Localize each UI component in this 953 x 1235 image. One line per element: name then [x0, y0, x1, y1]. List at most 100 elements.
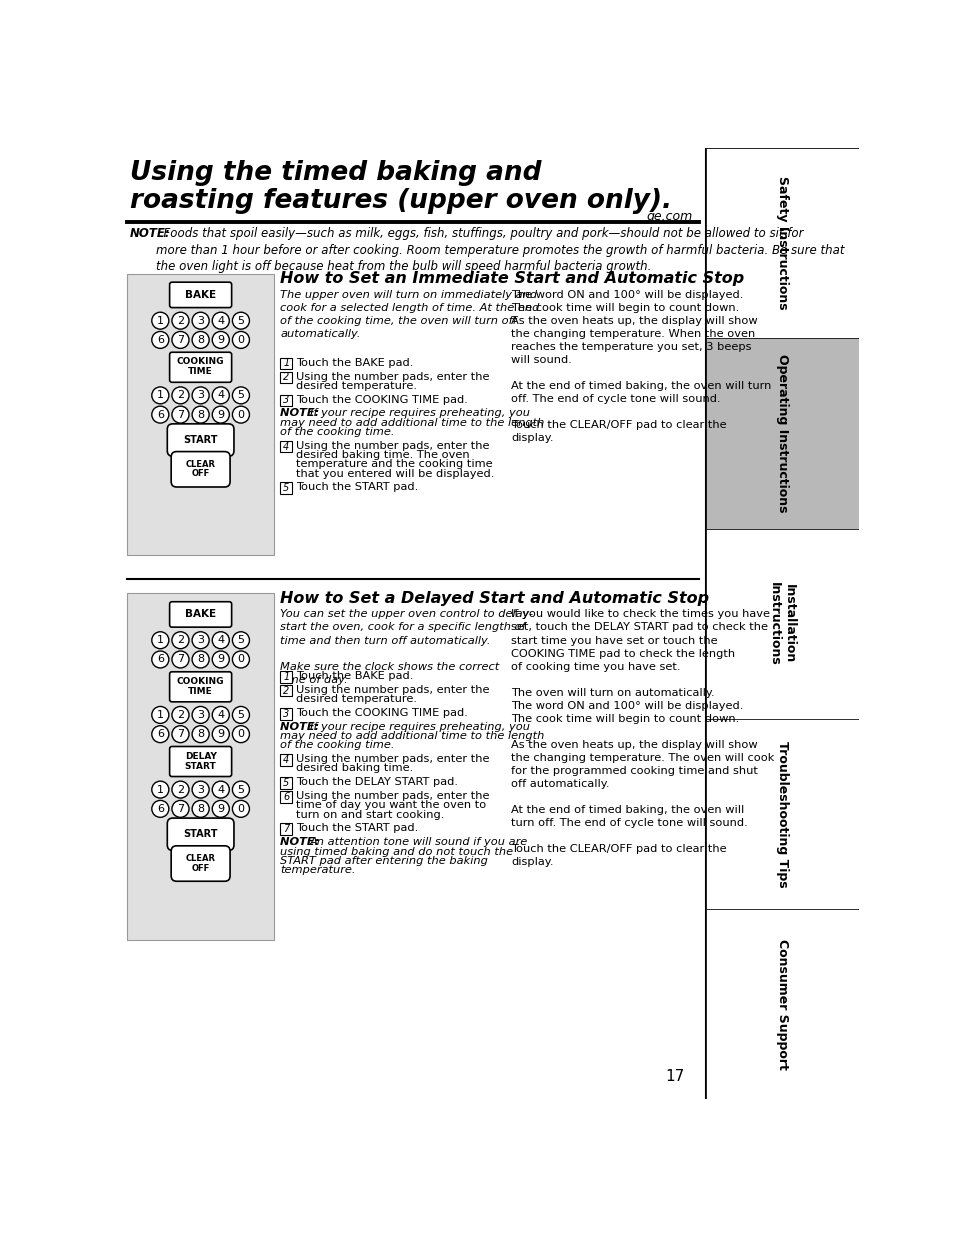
Text: 4: 4 — [217, 784, 224, 794]
Circle shape — [192, 800, 209, 818]
Text: may need to add additional time to the length: may need to add additional time to the l… — [280, 417, 544, 427]
FancyBboxPatch shape — [170, 672, 232, 701]
Circle shape — [152, 782, 169, 798]
Text: 2: 2 — [283, 685, 289, 695]
Bar — [705, 148, 858, 338]
Text: NOTE:: NOTE: — [280, 721, 323, 732]
Text: Touch the BAKE pad.: Touch the BAKE pad. — [295, 358, 413, 368]
Circle shape — [192, 782, 209, 798]
Text: 0: 0 — [237, 335, 244, 345]
FancyBboxPatch shape — [170, 601, 232, 627]
Text: You can set the upper oven control to delay-
start the oven, cook for a specific: You can set the upper oven control to de… — [280, 609, 533, 684]
Text: 2: 2 — [176, 316, 184, 326]
Text: NOTE:: NOTE: — [130, 227, 171, 240]
Circle shape — [212, 331, 229, 348]
Text: 9: 9 — [217, 410, 224, 420]
Text: Installation
Instructions: Installation Instructions — [767, 582, 796, 666]
Text: If your recipe requires preheating, you: If your recipe requires preheating, you — [310, 409, 529, 419]
Text: 1: 1 — [156, 784, 164, 794]
FancyBboxPatch shape — [171, 452, 230, 487]
Text: Using the number pads, enter the: Using the number pads, enter the — [295, 372, 489, 382]
Circle shape — [233, 782, 249, 798]
Text: 0: 0 — [237, 410, 244, 420]
Text: If you would like to check the times you have
set, touch the DELAY START pad to : If you would like to check the times you… — [511, 609, 774, 867]
Text: time of day you want the oven to: time of day you want the oven to — [295, 800, 486, 810]
Text: TIME: TIME — [188, 367, 213, 377]
Bar — [280, 708, 292, 720]
Circle shape — [192, 651, 209, 668]
Circle shape — [212, 387, 229, 404]
Text: 6: 6 — [156, 804, 164, 814]
Text: 3: 3 — [283, 395, 289, 405]
Text: 4: 4 — [217, 316, 224, 326]
Circle shape — [192, 726, 209, 742]
Bar — [705, 338, 858, 529]
Circle shape — [152, 651, 169, 668]
Text: 4: 4 — [217, 710, 224, 720]
Text: using timed baking and do not touch the: using timed baking and do not touch the — [280, 846, 513, 857]
FancyBboxPatch shape — [170, 352, 232, 383]
Text: 8: 8 — [197, 655, 204, 664]
Circle shape — [192, 331, 209, 348]
Bar — [280, 824, 292, 835]
Text: Operating Instructions: Operating Instructions — [775, 354, 788, 513]
Circle shape — [233, 726, 249, 742]
Circle shape — [172, 726, 189, 742]
Text: turn on and start cooking.: turn on and start cooking. — [295, 810, 444, 820]
Circle shape — [212, 800, 229, 818]
Text: OFF: OFF — [192, 863, 210, 873]
Bar — [127, 274, 274, 555]
Text: 1: 1 — [283, 672, 289, 682]
Circle shape — [212, 632, 229, 648]
Bar — [705, 529, 858, 719]
Text: of the cooking time.: of the cooking time. — [280, 427, 395, 437]
Text: Using the number pads, enter the: Using the number pads, enter the — [295, 755, 489, 764]
Text: of the cooking time.: of the cooking time. — [280, 740, 395, 751]
Text: 6: 6 — [156, 335, 164, 345]
Text: 8: 8 — [197, 804, 204, 814]
Text: An attention tone will sound if you are: An attention tone will sound if you are — [310, 837, 528, 847]
Text: desired baking time.: desired baking time. — [295, 763, 413, 773]
Circle shape — [172, 387, 189, 404]
Text: DELAY: DELAY — [185, 752, 216, 761]
Bar — [280, 685, 292, 697]
Text: START pad after entering the baking: START pad after entering the baking — [280, 856, 488, 866]
Text: Using the number pads, enter the: Using the number pads, enter the — [295, 685, 489, 695]
Text: that you entered will be displayed.: that you entered will be displayed. — [295, 468, 494, 478]
Text: ge.com: ge.com — [646, 210, 692, 222]
Text: How to Set a Delayed Start and Automatic Stop: How to Set a Delayed Start and Automatic… — [280, 592, 709, 606]
Circle shape — [172, 406, 189, 424]
Circle shape — [152, 632, 169, 648]
Text: 7: 7 — [176, 655, 184, 664]
Circle shape — [152, 706, 169, 724]
Text: Using the timed baking and: Using the timed baking and — [130, 159, 541, 185]
Circle shape — [152, 726, 169, 742]
Text: 9: 9 — [217, 729, 224, 740]
Text: 5: 5 — [237, 710, 244, 720]
Text: 3: 3 — [197, 390, 204, 400]
Circle shape — [192, 632, 209, 648]
Circle shape — [152, 387, 169, 404]
Circle shape — [172, 651, 189, 668]
Text: 4: 4 — [217, 635, 224, 645]
Text: may need to add additional time to the length: may need to add additional time to the l… — [280, 731, 544, 741]
Bar — [705, 148, 858, 1099]
Text: desired temperature.: desired temperature. — [295, 380, 416, 390]
Text: 7: 7 — [176, 335, 184, 345]
FancyBboxPatch shape — [167, 818, 233, 851]
Text: 4: 4 — [217, 390, 224, 400]
Text: START: START — [185, 762, 216, 771]
Circle shape — [233, 406, 249, 424]
Text: BAKE: BAKE — [185, 609, 216, 620]
Text: 2: 2 — [176, 710, 184, 720]
Text: NOTE:: NOTE: — [280, 837, 323, 847]
Text: 8: 8 — [197, 335, 204, 345]
Bar — [280, 372, 292, 383]
Text: How to Set an Immediate Start and Automatic Stop: How to Set an Immediate Start and Automa… — [280, 272, 744, 287]
Text: 2: 2 — [283, 372, 289, 383]
Text: Using the number pads, enter the: Using the number pads, enter the — [295, 441, 489, 451]
Text: If your recipe requires preheating, you: If your recipe requires preheating, you — [310, 721, 529, 732]
Circle shape — [233, 800, 249, 818]
Text: 2: 2 — [176, 784, 184, 794]
Text: 7: 7 — [283, 824, 289, 835]
